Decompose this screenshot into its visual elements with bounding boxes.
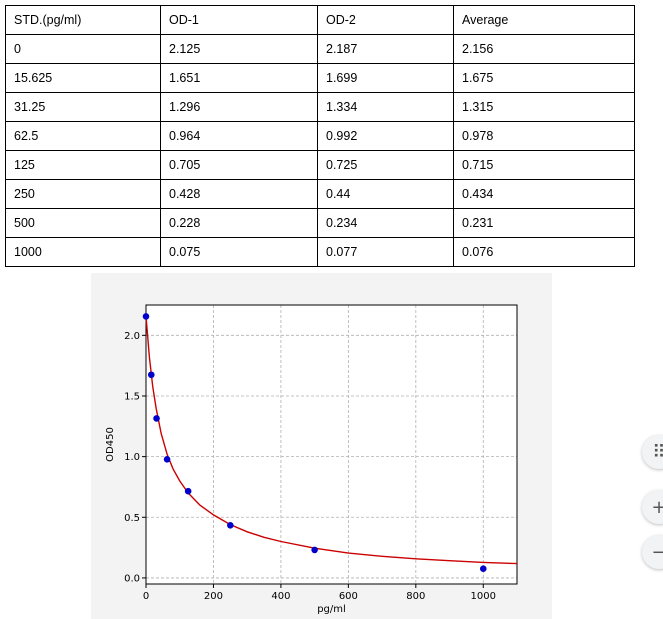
table-cell: 0.231 — [453, 208, 635, 238]
plus-icon: + — [651, 496, 663, 518]
data-point — [479, 565, 487, 573]
table-cell: 1.296 — [160, 92, 318, 122]
standard-table: STD.(pg/ml) OD-1 OD-2 Average 0 2.125 2.187 2.1… — [5, 5, 635, 267]
data-point — [227, 521, 234, 529]
plot-area — [146, 305, 517, 584]
table-cell: 0.076 — [453, 237, 635, 267]
table-header-cell: STD.(pg/ml) — [5, 5, 161, 35]
data-point — [163, 455, 171, 463]
data-point — [184, 487, 192, 495]
table-cell: 0.234 — [317, 208, 454, 238]
table-row: 500 0.228 0.234 0.231 — [5, 208, 635, 238]
grid-icon-glyph: ⠿ — [652, 441, 663, 463]
minus-icon: − — [651, 541, 663, 563]
data-point — [142, 313, 150, 320]
table-cell: 0.228 — [160, 208, 318, 238]
x-tick-label: 0 — [143, 591, 149, 602]
table-cell: 0.075 — [160, 237, 318, 267]
table-cell: 500 — [5, 208, 161, 238]
table-cell: 125 — [5, 150, 161, 180]
table-cell: 1.334 — [317, 92, 454, 122]
y-tick-label: 0.0 — [124, 573, 140, 584]
table-row: 62.5 0.964 0.992 0.978 — [5, 121, 635, 151]
table-row: 31.25 1.296 1.334 1.315 — [5, 92, 635, 122]
plot-frame — [145, 304, 518, 585]
table-header-cell: OD-1 — [160, 5, 318, 35]
table-cell: 31.25 — [5, 92, 161, 122]
data-point — [147, 371, 155, 379]
table-cell: 62.5 — [5, 121, 161, 151]
table-header-cell: Average — [453, 5, 635, 35]
table-cell: 15.625 — [5, 63, 161, 93]
table-cell: 1000 — [5, 237, 161, 267]
table-cell: 1.315 — [453, 92, 635, 122]
table-cell: 0.964 — [160, 121, 318, 151]
x-tick-label: 1000 — [471, 591, 496, 602]
table-cell: 2.125 — [160, 34, 318, 64]
zoom-out-button[interactable]: − — [642, 535, 663, 569]
x-tick-label: 800 — [406, 591, 425, 602]
table-cell: 250 — [5, 179, 161, 209]
table-cell: 2.156 — [453, 34, 635, 64]
x-axis-label: pg/ml — [317, 604, 346, 615]
table-cell: 0.992 — [317, 121, 454, 151]
x-tick-label: 200 — [204, 591, 223, 602]
y-axis-label: OD450 — [105, 427, 116, 462]
x-tick-label: 600 — [339, 591, 358, 602]
table-cell: 0.44 — [317, 179, 454, 209]
table-row: 125 0.705 0.725 0.715 — [5, 150, 635, 180]
table-cell: 1.699 — [317, 63, 454, 93]
table-row: 0 2.125 2.187 2.156 — [5, 34, 635, 64]
table-row: 250 0.428 0.44 0.434 — [5, 179, 635, 209]
table-cell: 0.428 — [160, 179, 318, 209]
table-cell: 0.434 — [453, 179, 635, 209]
y-tick-label: 2.0 — [124, 331, 140, 342]
table-row: 15.625 1.651 1.699 1.675 — [5, 63, 635, 93]
table-cell: 0.725 — [317, 150, 454, 180]
x-tick-label: 400 — [271, 591, 290, 602]
table-cell: 0.978 — [453, 121, 635, 151]
y-tick-label: 0.5 — [124, 513, 140, 524]
grid-icon[interactable]: ⠿ — [642, 435, 663, 469]
table-cell: 0.715 — [453, 150, 635, 180]
table-cell: 1.675 — [453, 63, 635, 93]
table-cell: 0.077 — [317, 237, 454, 267]
table-cell: 1.651 — [160, 63, 318, 93]
table-cell: 0 — [5, 34, 161, 64]
data-point — [311, 546, 318, 554]
chart-panel: 0 200 400 600 800 1000 0.0 0.5 1.0 1.5 2.0 pg/ml OD4… — [91, 273, 552, 619]
table-cell: 2.187 — [317, 34, 454, 64]
table-row: 1000 0.075 0.077 0.076 — [5, 237, 635, 267]
table-header-cell: OD-2 — [317, 5, 454, 35]
table-cell: 0.705 — [160, 150, 318, 180]
y-tick-label: 1.5 — [124, 391, 140, 402]
data-point — [153, 415, 160, 422]
standard-curve-chart: 0 200 400 600 800 1000 0.0 0.5 1.0 1.5 2.0 pg/ml OD4… — [105, 304, 518, 615]
y-tick-label: 1.0 — [124, 452, 140, 463]
zoom-in-button[interactable]: + — [642, 490, 663, 524]
table-header-row: STD.(pg/ml) OD-1 OD-2 Average — [5, 5, 635, 35]
